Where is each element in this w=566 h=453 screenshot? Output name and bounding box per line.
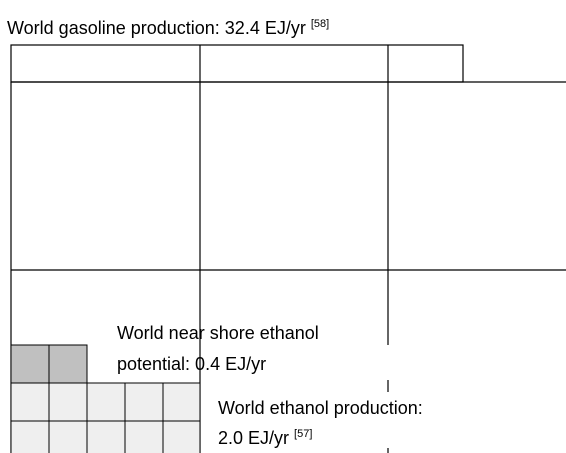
- label: 2.0 EJ/yr [57]: [218, 428, 312, 448]
- title: World gasoline production: 32.4 EJ/yr [5…: [7, 18, 329, 38]
- label: World near shore ethanol: [117, 323, 319, 343]
- label: World ethanol production:: [218, 398, 423, 418]
- square: [162, 420, 201, 453]
- square: [10, 382, 50, 422]
- square: [48, 344, 88, 384]
- square: [48, 382, 88, 422]
- square: [48, 420, 88, 453]
- top-row: [10, 44, 464, 83]
- square: [86, 382, 126, 422]
- square: [10, 344, 50, 384]
- ref: [58]: [311, 18, 329, 30]
- label: potential: 0.4 EJ/yr: [117, 354, 266, 374]
- label-text: 2.0 EJ/yr: [218, 428, 289, 448]
- square: [86, 420, 126, 453]
- square: [124, 382, 164, 422]
- square: [10, 420, 50, 453]
- square: [162, 382, 201, 422]
- ref: [57]: [294, 428, 312, 440]
- title-text: World gasoline production: 32.4 EJ/yr: [7, 18, 306, 38]
- square: [124, 420, 164, 453]
- squares: [10, 344, 201, 453]
